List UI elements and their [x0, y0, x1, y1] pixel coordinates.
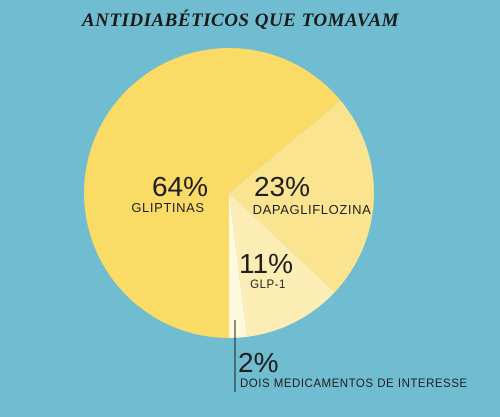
pie-slice-dapagliflozina	[229, 100, 374, 293]
pie-slices	[83, 47, 374, 338]
slice-value-label: 64%	[152, 171, 208, 202]
slice-category-label: GLP-1	[250, 279, 286, 291]
pie-labels: 64%GLIPTINAS 23%DAPAGLIFLOZINA 11%GLP-1 2%D…	[131, 171, 467, 392]
slice-category-label: GLIPTINAS	[131, 200, 204, 215]
pie-slice-dois-medicamentos-de-interesse	[229, 193, 248, 338]
slice-category-label: DOIS MEDICAMENTOS DE INTERESSE	[240, 378, 468, 390]
slice-value-label: 11%	[239, 248, 293, 279]
pie-slice-gliptinas	[83, 47, 341, 338]
chart-title: ANTIDIABÉTICOS QUE TOMAVAM	[82, 10, 400, 31]
pie-slice-glp-1	[229, 193, 335, 337]
slice-value-label: 23%	[254, 171, 310, 202]
slice-value-label: 2%	[238, 347, 278, 378]
slice-category-label: DAPAGLIFLOZINA	[253, 202, 372, 217]
